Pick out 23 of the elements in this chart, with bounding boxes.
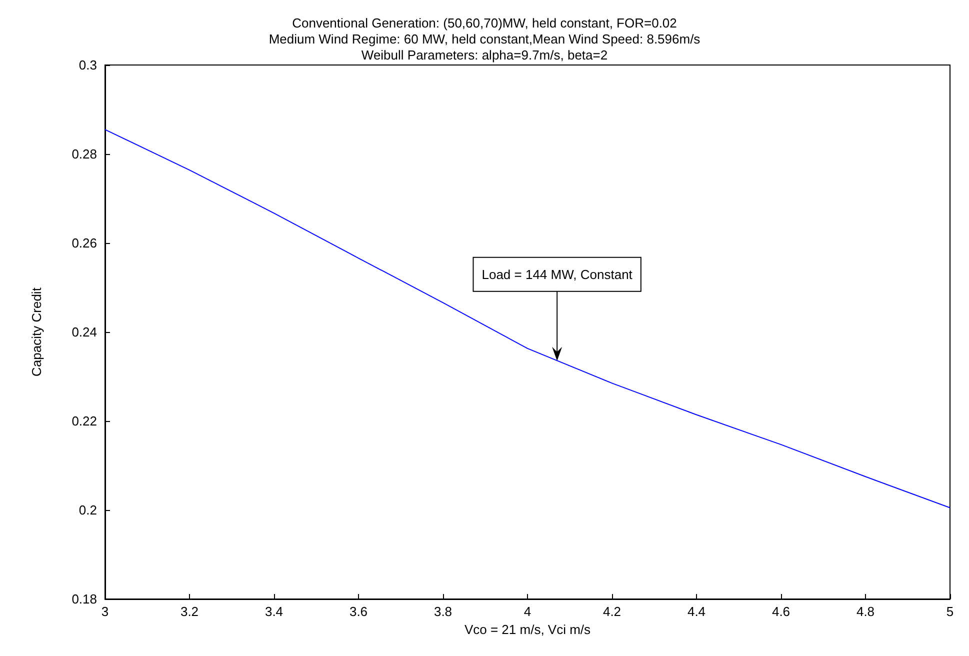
y-axis-title: Capacity Credit [29, 287, 44, 376]
chart-title: Conventional Generation: (50,60,70)MW, held constant, FOR=0.02 Medium Wind Regime: 60 MW, held constant,Mean Wind Speed: 8.596m/s Weibull Parameters: alpha=9.7m/s, beta=2 [268, 16, 701, 62]
x-tick-label: 3.4 [264, 604, 284, 619]
y-tick-label: 0.2 [78, 502, 97, 518]
x-tick-label: 4.6 [772, 604, 790, 619]
y-tick-label: 0.24 [72, 324, 97, 340]
x-tick-label: 3.2 [180, 604, 199, 619]
y-tick-label: 0.26 [72, 236, 97, 250]
y-tick-label: 0.3 [78, 58, 97, 72]
x-tick-label: 4.4 [687, 604, 706, 619]
x-axis-title: Vco = 21 m/s, Vci m/s [464, 622, 592, 637]
x-tick-label: 3 [101, 604, 109, 619]
x-tick-label: 3.6 [349, 604, 368, 619]
y-tick-label: 0.28 [72, 146, 97, 162]
x-tick-label: 4.2 [602, 604, 622, 619]
y-tick-label: 0.22 [72, 414, 97, 428]
x-tick-label: 4 [524, 604, 532, 619]
x-tick-label: 5 [946, 604, 954, 619]
annotation: Load = 144 MW, Constant [482, 266, 633, 282]
y-tick-label: 0.18 [72, 592, 97, 606]
x-tick-label: 3.8 [434, 604, 452, 619]
x-tick-label: 4.8 [856, 604, 875, 619]
line-series [104, 129, 950, 508]
